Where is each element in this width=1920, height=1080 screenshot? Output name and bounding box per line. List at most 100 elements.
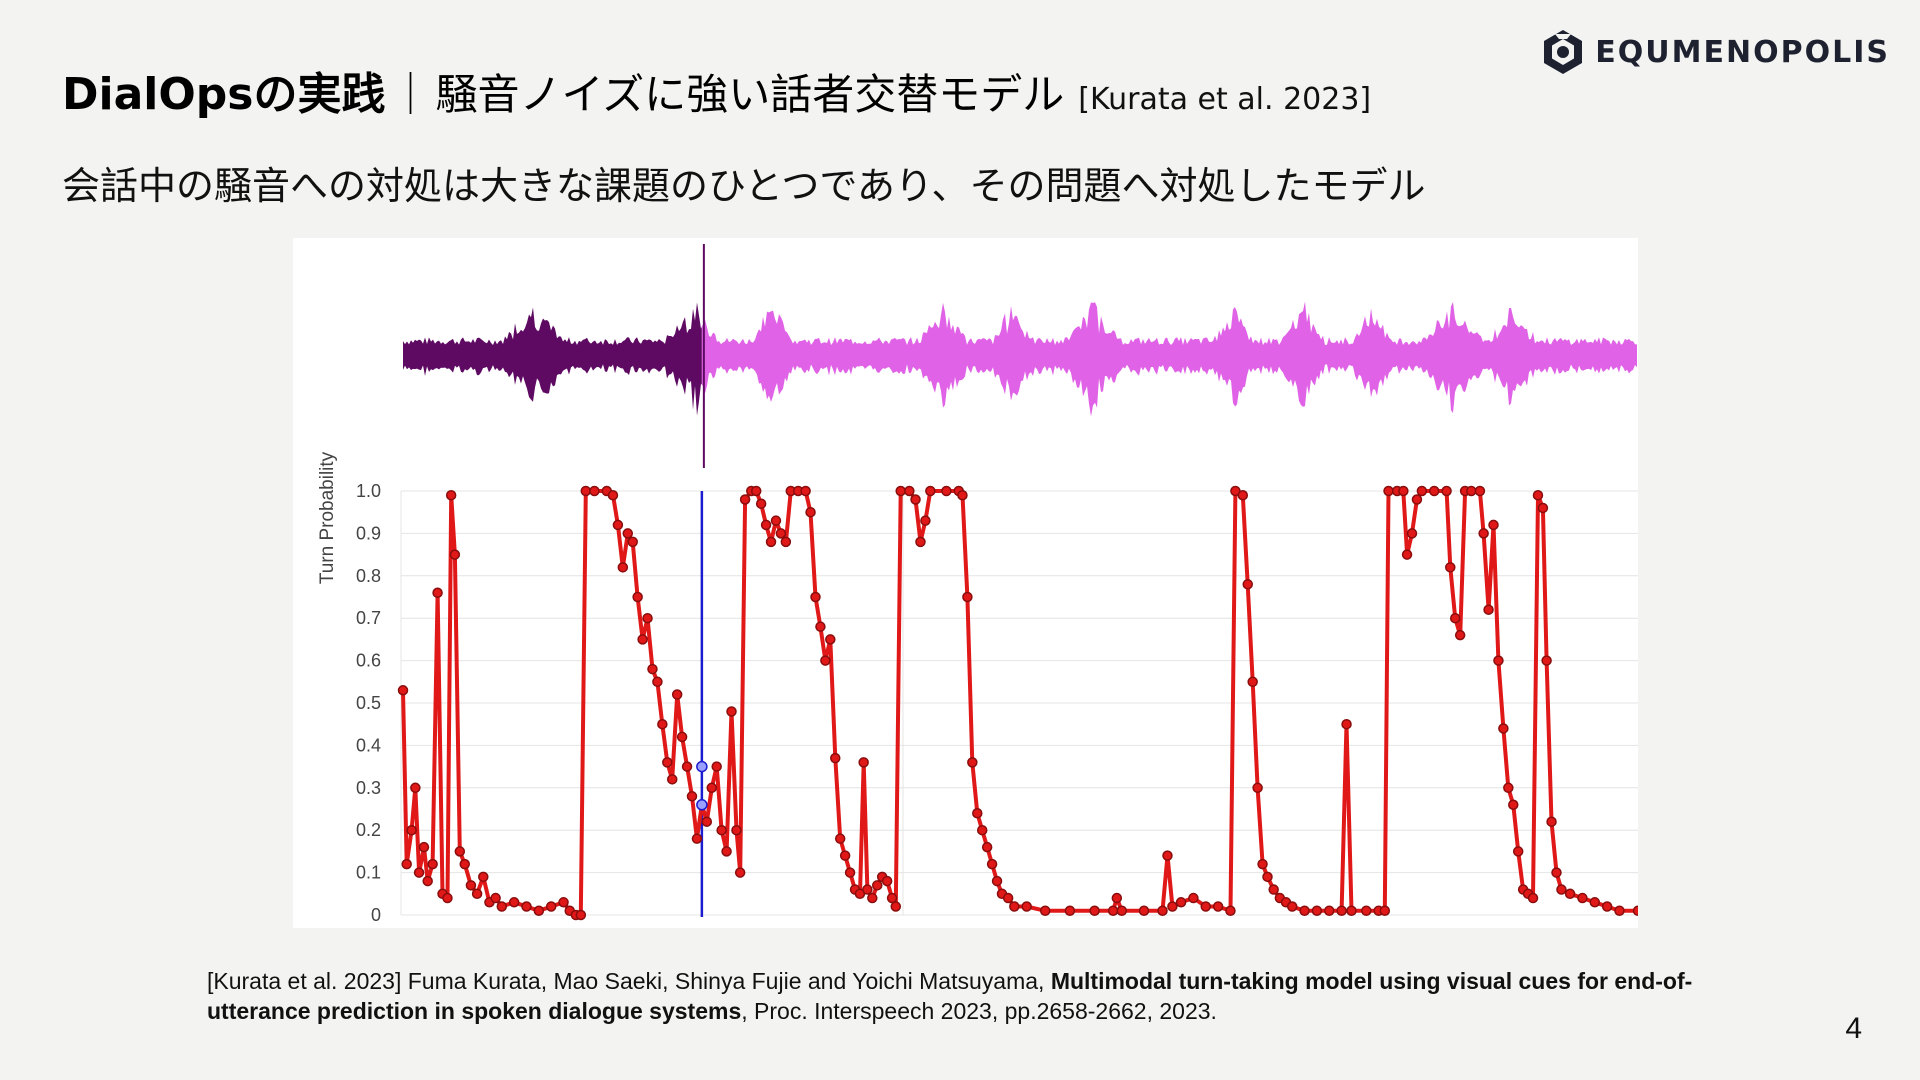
- data-point: [925, 485, 936, 497]
- data-point: [1286, 901, 1298, 912]
- waveform-past: [403, 302, 702, 416]
- title-reference: [Kurata et al. 2023]: [1078, 82, 1372, 117]
- data-point: [716, 824, 727, 836]
- data-point: [1546, 816, 1557, 827]
- data-point: [800, 485, 811, 497]
- data-point: [617, 562, 629, 573]
- data-point: [1252, 782, 1263, 794]
- data-point: [1237, 489, 1249, 501]
- data-point: [895, 485, 906, 497]
- data-point: [432, 587, 443, 599]
- data-point: [1454, 629, 1466, 641]
- audio-waveform: [403, 244, 1637, 468]
- data-point: [750, 485, 762, 497]
- data-point: [671, 689, 683, 700]
- data-point: [607, 489, 619, 501]
- data-point: [1175, 897, 1187, 908]
- data-point: [739, 494, 751, 505]
- data-point: [1188, 892, 1199, 904]
- data-point: [657, 718, 668, 730]
- data-point: [1577, 892, 1588, 904]
- data-point: [731, 824, 742, 836]
- data-point: [1009, 901, 1020, 912]
- data-point: [558, 897, 569, 908]
- data-point: [1116, 905, 1128, 917]
- y-axis-ticks: 1.0 0.9 0.8 0.7 0.6 0.5 0.4 0.3 0.2 0.1 0: [356, 481, 381, 925]
- y-tick-label: 0.3: [356, 778, 381, 798]
- data-point: [1107, 905, 1119, 917]
- data-point: [810, 591, 821, 603]
- data-point: [691, 833, 703, 844]
- brand-name: EQUMENOPOLIS: [1595, 34, 1890, 70]
- y-tick-label: 0.4: [356, 735, 381, 755]
- data-point: [1466, 485, 1477, 497]
- data-point: [1503, 782, 1514, 794]
- data-point: [422, 875, 433, 887]
- data-point: [627, 536, 638, 548]
- data-point: [1589, 897, 1601, 908]
- data-point: [647, 663, 658, 675]
- data-point: [1449, 612, 1461, 624]
- cursor-point: [696, 760, 708, 773]
- data-point: [1111, 892, 1123, 904]
- data-point: [1138, 905, 1150, 917]
- data-point: [1242, 579, 1253, 590]
- data-point: [1537, 502, 1549, 514]
- data-point: [1225, 905, 1236, 917]
- data-point: [622, 528, 634, 539]
- data-point: [941, 485, 952, 497]
- data-point: [706, 782, 717, 794]
- data-point: [1346, 905, 1357, 917]
- data-point: [910, 494, 921, 505]
- data-point: [1556, 884, 1567, 895]
- data-point: [589, 485, 600, 497]
- data-point: [1541, 655, 1552, 666]
- data-point: [1411, 494, 1423, 505]
- brand-logo: EQUMENOPOLIS: [1541, 28, 1890, 76]
- data-point: [957, 489, 968, 501]
- data-point: [1379, 905, 1391, 917]
- data-point: [815, 621, 826, 632]
- data-point: [449, 549, 461, 560]
- y-tick-label: 0.6: [356, 651, 381, 671]
- data-point: [478, 871, 489, 883]
- data-point: [410, 782, 421, 794]
- citation-authors: [Kurata et al. 2023] Fuma Kurata, Mao Sa…: [207, 968, 1051, 994]
- data-point: [471, 888, 483, 900]
- data-point: [521, 901, 532, 912]
- data-point: [1341, 718, 1352, 730]
- data-point: [1401, 549, 1413, 560]
- data-point: [967, 757, 978, 768]
- y-tick-label: 0.7: [356, 608, 381, 628]
- data-point: [1508, 799, 1519, 811]
- data-point: [721, 846, 732, 857]
- data-point: [734, 867, 746, 878]
- data-point: [1441, 485, 1452, 497]
- data-point: [545, 901, 557, 912]
- data-point: [676, 731, 688, 743]
- data-point: [401, 858, 412, 870]
- data-point: [1488, 519, 1499, 531]
- data-point: [1551, 867, 1562, 878]
- data-point: [726, 706, 737, 717]
- data-point: [508, 897, 520, 908]
- data-point: [1002, 892, 1014, 904]
- data-point: [1268, 884, 1279, 895]
- data-point: [904, 485, 915, 497]
- data-point: [1474, 485, 1486, 497]
- data-point: [1601, 901, 1613, 912]
- y-tick-label: 0: [371, 905, 381, 925]
- data-point: [775, 528, 787, 539]
- data-point: [1167, 901, 1178, 912]
- data-point: [686, 791, 698, 802]
- data-point: [986, 858, 998, 870]
- y-tick-label: 1.0: [356, 481, 381, 501]
- title-separator: ｜: [389, 70, 432, 119]
- data-point: [445, 489, 457, 501]
- page-number: 4: [1845, 1012, 1862, 1045]
- data-point: [890, 901, 902, 912]
- data-point: [1021, 901, 1032, 912]
- data-point: [867, 892, 878, 904]
- data-point: [1406, 528, 1418, 539]
- data-point: [465, 880, 477, 891]
